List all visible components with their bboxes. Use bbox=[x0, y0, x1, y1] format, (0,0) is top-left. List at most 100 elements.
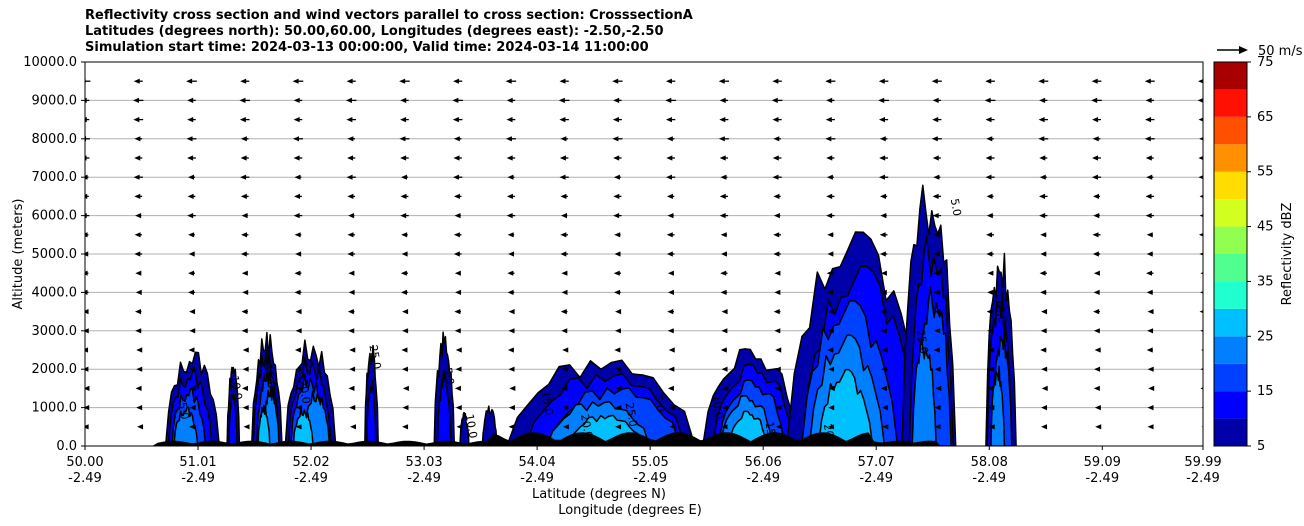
wind-vector-head bbox=[1093, 213, 1100, 219]
wind-vector-head bbox=[348, 289, 355, 295]
wind-vector-head bbox=[186, 136, 193, 142]
wind-vector-head bbox=[85, 424, 89, 430]
x-tick-label-lat: 50.00 bbox=[66, 455, 103, 470]
wind-vector-head bbox=[722, 385, 729, 391]
wind-vector-head bbox=[1093, 309, 1100, 315]
wind-vector-head bbox=[1201, 406, 1203, 409]
wind-vector-head bbox=[934, 424, 941, 430]
wind-vector-head bbox=[1039, 174, 1046, 180]
wind-vector-head bbox=[615, 424, 622, 430]
wind-vector-head bbox=[720, 289, 727, 295]
wind-vector-head bbox=[668, 347, 675, 353]
wind-vector-head bbox=[295, 366, 302, 372]
contour-label: 25.0 bbox=[366, 344, 383, 370]
wind-vector-head bbox=[1040, 347, 1047, 353]
wind-vector-head bbox=[827, 347, 834, 353]
colorbar-tick-label: 65 bbox=[1257, 110, 1274, 125]
wind-vector-head bbox=[615, 309, 622, 315]
wind-vector-head bbox=[986, 309, 993, 315]
wind-vector-head bbox=[1092, 155, 1099, 161]
x-tick-label-lon: -2.49 bbox=[972, 471, 1006, 486]
wind-vector-head bbox=[241, 328, 248, 334]
x-tick-label-lon: -2.49 bbox=[633, 471, 667, 486]
colorbar-swatch-70 bbox=[1214, 62, 1247, 90]
x-tick-label-lon: -2.49 bbox=[68, 471, 102, 486]
colorbar-swatch-65 bbox=[1214, 89, 1247, 117]
wind-vector-head bbox=[1200, 387, 1203, 390]
colorbar-tick-label: 15 bbox=[1257, 384, 1274, 399]
wind-vector-head bbox=[1199, 137, 1203, 141]
wind-vector-head bbox=[561, 385, 568, 391]
wind-vector-head bbox=[881, 347, 888, 353]
wind-vector-head bbox=[560, 213, 567, 219]
wind-vector-head bbox=[1198, 156, 1203, 160]
wind-vector-head bbox=[239, 97, 246, 103]
wind-vector-head bbox=[295, 309, 302, 315]
wind-vector-head bbox=[348, 270, 355, 276]
colorbar-tick-label: 75 bbox=[1257, 55, 1274, 70]
terrain-silhouette bbox=[85, 432, 1203, 446]
wind-vector-head bbox=[1092, 232, 1099, 238]
wind-vector-head bbox=[292, 78, 299, 84]
wind-vector-head bbox=[452, 97, 459, 103]
wind-vector-head bbox=[772, 78, 779, 84]
wind-vector-head bbox=[453, 155, 460, 161]
wind-vector-head bbox=[561, 270, 568, 276]
wind-vector-head bbox=[665, 97, 672, 103]
wind-vector-head bbox=[827, 232, 834, 238]
contour-level-25-dbz bbox=[292, 407, 314, 446]
contour-label: 15.0 bbox=[261, 363, 278, 389]
colorbar-swatch-50 bbox=[1214, 171, 1247, 200]
wind-vector-head bbox=[720, 270, 727, 276]
wind-vector-head bbox=[1093, 270, 1100, 276]
wind-vector-head bbox=[240, 136, 247, 142]
wind-vector-head bbox=[614, 251, 621, 257]
wind-vector-head bbox=[719, 193, 726, 199]
wind-vector-head bbox=[134, 136, 141, 142]
wind-vector-head bbox=[878, 97, 885, 103]
wind-vector-head bbox=[880, 385, 887, 391]
wind-vector-head bbox=[880, 289, 887, 295]
wind-vector-head bbox=[1094, 347, 1101, 353]
wind-vector-head bbox=[85, 193, 88, 199]
colorbar-swatch-45 bbox=[1214, 199, 1247, 227]
colorbar-swatch-60 bbox=[1214, 116, 1247, 145]
colorbar-tick-label: 55 bbox=[1257, 165, 1274, 180]
wind-vector-head bbox=[666, 232, 673, 238]
wind-vector-head bbox=[828, 366, 835, 372]
wind-vector-head bbox=[85, 251, 89, 257]
contour-level-10-dbz bbox=[227, 393, 238, 446]
colorbar-swatch-40 bbox=[1214, 226, 1247, 254]
wind-vector-head bbox=[1039, 193, 1046, 199]
wind-vector-head bbox=[188, 251, 195, 257]
wind-vector-head bbox=[1200, 329, 1203, 332]
wind-vector-head bbox=[932, 97, 939, 103]
y-tick-label: 5000.0 bbox=[32, 247, 78, 262]
wind-vector-head bbox=[985, 174, 992, 180]
x-tick-label-lat: 58.08 bbox=[971, 455, 1008, 470]
wind-vector-head bbox=[453, 78, 460, 84]
wind-vector-head bbox=[347, 155, 354, 161]
wind-vector-head bbox=[614, 289, 621, 295]
wind-vector-head bbox=[1197, 98, 1203, 103]
wind-vector-head bbox=[294, 289, 301, 295]
wind-vector-head bbox=[774, 270, 781, 276]
wind-vector-head bbox=[134, 155, 141, 161]
wind-vector-head bbox=[294, 270, 301, 276]
wind-vector-head bbox=[774, 366, 781, 372]
wind-vector-head bbox=[878, 174, 885, 180]
wind-vector-head bbox=[932, 117, 939, 123]
wind-vector-head bbox=[825, 78, 832, 84]
wind-vector-head bbox=[455, 289, 462, 295]
wind-vector-head bbox=[240, 174, 247, 180]
wind-vector-head bbox=[827, 251, 834, 257]
colorbar-swatch-55 bbox=[1214, 144, 1247, 172]
wind-vector-head bbox=[294, 193, 301, 199]
wind-vector-head bbox=[293, 97, 300, 103]
y-tick-label: 2000.0 bbox=[32, 362, 78, 377]
wind-vector-head bbox=[720, 232, 727, 238]
wind-vector-head bbox=[931, 78, 938, 84]
wind-vector-head bbox=[133, 117, 140, 123]
wind-vector-head bbox=[773, 213, 780, 219]
wind-vector-head bbox=[987, 270, 994, 276]
